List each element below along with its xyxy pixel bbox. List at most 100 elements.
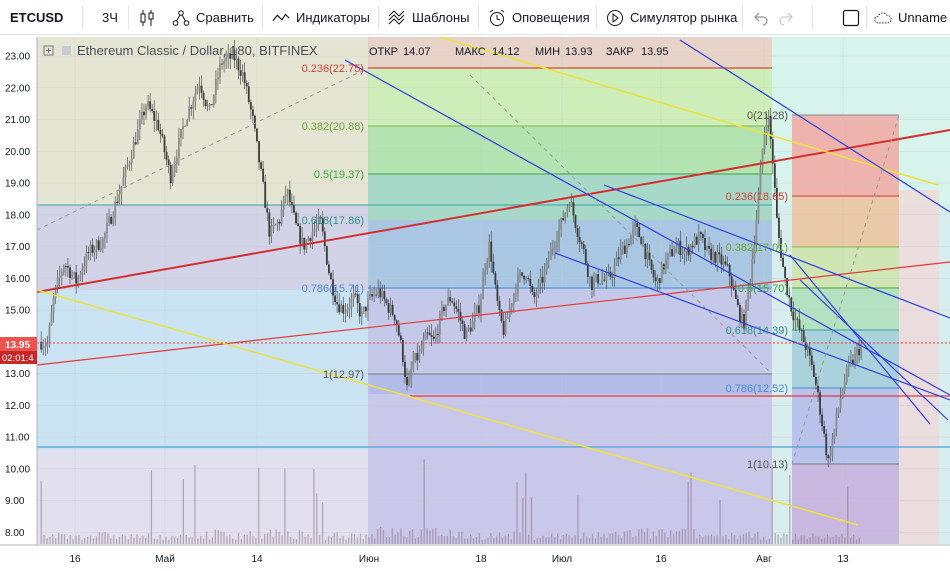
volume-bar	[646, 528, 649, 544]
candle-body	[52, 298, 55, 313]
volume-bar	[780, 537, 782, 544]
volume-bar	[443, 535, 446, 544]
symbol-search-button[interactable]: ETCUSD	[10, 10, 64, 25]
candle-body	[153, 111, 156, 121]
trend-line-blue[interactable]	[554, 252, 950, 401]
candle-body	[344, 312, 347, 314]
interval-button[interactable]: 3Ч	[102, 0, 118, 35]
candle-body	[603, 279, 606, 281]
fib-level-label: 0(21.28)	[747, 110, 788, 122]
volume-bar	[742, 534, 744, 544]
candle-body	[837, 407, 840, 413]
volume-bar	[838, 536, 840, 544]
trend-line-blue[interactable]	[799, 279, 949, 421]
volume-bar	[327, 536, 330, 544]
candle-body	[625, 243, 628, 254]
trend-line-blue[interactable]	[344, 59, 950, 396]
volume-bar	[269, 529, 272, 544]
candle-body	[829, 456, 832, 459]
volume-bar	[124, 535, 126, 544]
candle-body	[104, 233, 106, 239]
trend-line-blue[interactable]	[603, 184, 950, 319]
candle-body	[780, 237, 782, 258]
collapse-legend-icon[interactable]	[43, 45, 54, 56]
candle-body	[432, 336, 435, 339]
candle-body	[463, 324, 466, 339]
layout-save-button[interactable]: Unname	[874, 0, 947, 35]
time-axis[interactable]	[0, 545, 950, 568]
volume-bar	[411, 529, 414, 544]
volume-bar	[162, 539, 164, 544]
trend-line-yellow[interactable]	[439, 36, 939, 186]
volume-bar	[528, 534, 530, 544]
time-tick-label: 16	[655, 554, 667, 565]
templates-button[interactable]: Шаблоны	[388, 0, 470, 35]
volume-bar	[69, 535, 71, 544]
candle-body	[751, 259, 754, 282]
candle-body	[364, 306, 367, 312]
volume-bar	[728, 539, 730, 544]
toolbar-divider	[82, 6, 83, 29]
candle-body	[675, 247, 678, 254]
volume-bar	[388, 537, 390, 544]
candle-body	[673, 253, 676, 257]
compare-button[interactable]: Сравнить	[172, 0, 254, 35]
trend-line-red[interactable]	[36, 261, 950, 366]
price-axis[interactable]	[0, 37, 37, 545]
candle-body	[599, 283, 602, 285]
undo-button[interactable]	[752, 0, 770, 35]
fullscreen-button[interactable]	[842, 0, 860, 35]
candle-body	[693, 236, 696, 248]
candle-body	[426, 332, 429, 334]
volume-bar	[615, 531, 617, 544]
candle-body	[381, 291, 384, 298]
price-tick-label: 20.00	[5, 147, 30, 158]
candle-body	[588, 276, 591, 278]
volume-bar	[243, 534, 245, 544]
volume-bar	[467, 538, 469, 544]
high-label: МАКС	[455, 46, 486, 58]
fib-level-label: 0.382(20.88)	[302, 121, 364, 133]
indicators-button[interactable]: Индикаторы	[272, 0, 370, 35]
last-price-badge	[0, 337, 37, 351]
candle-body	[443, 307, 445, 311]
candle-body	[95, 240, 98, 250]
volume-bar	[455, 538, 457, 544]
trend-line-red[interactable]	[36, 129, 950, 293]
volume-bar	[739, 535, 741, 544]
candle-body	[843, 382, 846, 392]
legend: Ethereum Classic / Dollar, 180, BITFINEX…	[43, 43, 669, 58]
toolbar-divider	[128, 6, 129, 29]
candle-body	[143, 111, 145, 116]
candle-body	[648, 252, 651, 260]
candle-body	[699, 232, 702, 235]
compare-icon	[172, 9, 190, 27]
volume-bar	[449, 529, 451, 544]
candle-body	[330, 273, 332, 280]
volume-bar	[200, 535, 202, 544]
volume-bar	[600, 537, 602, 544]
candle-body	[593, 279, 595, 290]
trend-lines[interactable]	[36, 36, 950, 526]
candle-body	[225, 57, 228, 62]
candle-body	[173, 163, 176, 173]
volume-bar	[217, 530, 219, 544]
redo-button[interactable]	[777, 0, 795, 35]
volume-bar	[635, 536, 637, 544]
candle-body	[262, 168, 265, 182]
trend-line-blue[interactable]	[789, 254, 931, 425]
candle-body	[128, 162, 131, 165]
volume-bar	[835, 535, 837, 544]
trend-line-blue[interactable]	[679, 39, 950, 213]
fib-level-label: 0.786(12.52)	[726, 383, 788, 395]
volume-bar	[493, 538, 495, 544]
chart-area[interactable]: 0.236(22.75) 0.382(20.88) 0.5(19.37) 0.618(…	[0, 35, 950, 568]
bar-replay-button[interactable]: Симулятор рынка	[606, 0, 737, 35]
candle-body	[438, 314, 441, 336]
trend-line-yellow[interactable]	[36, 289, 859, 526]
candle-body	[810, 355, 813, 365]
volume-bar	[586, 536, 588, 544]
candle-body	[145, 106, 147, 116]
chart-style-button[interactable]	[138, 0, 156, 35]
alerts-button[interactable]: Оповещения	[488, 0, 590, 35]
